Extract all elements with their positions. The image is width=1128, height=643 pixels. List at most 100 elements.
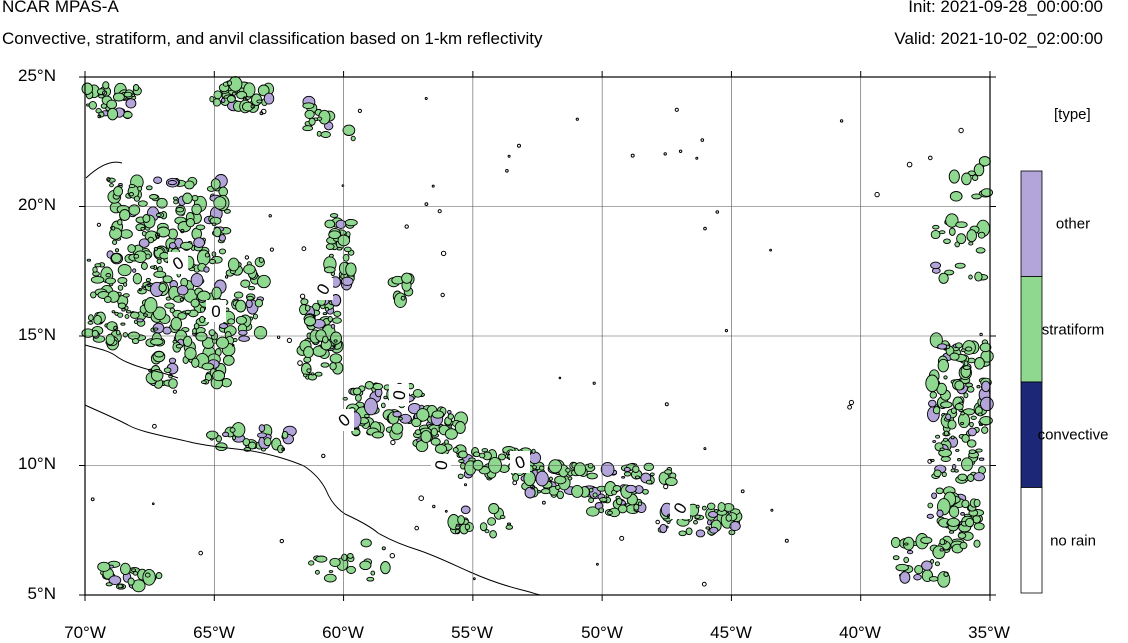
precip-cell xyxy=(233,291,244,299)
precip-cell xyxy=(97,561,111,572)
precip-cell xyxy=(263,437,272,447)
precip-speck xyxy=(575,117,579,121)
precip-cell xyxy=(548,476,553,481)
precip-cell xyxy=(258,257,265,263)
precip-cell xyxy=(159,251,170,260)
precip-cell xyxy=(632,465,640,473)
precip-cell xyxy=(957,532,967,539)
precip-cell xyxy=(150,265,155,269)
precip-cell xyxy=(565,467,571,473)
lat-label-5n: 5°N xyxy=(27,584,56,603)
precip-cell xyxy=(974,271,983,282)
precip-cell xyxy=(106,99,118,110)
precip-cell xyxy=(479,452,486,459)
precip-cell xyxy=(960,421,965,425)
precip-cell xyxy=(170,316,183,331)
precip-cell xyxy=(211,286,222,300)
precip-cell xyxy=(959,541,968,550)
precip-speck xyxy=(630,153,635,158)
precip-cell xyxy=(895,563,909,572)
legend-label-other: other xyxy=(1055,215,1091,233)
precip-cell xyxy=(926,513,934,519)
precip-cell xyxy=(571,484,584,498)
precip-cell xyxy=(372,382,384,391)
precip-cell xyxy=(248,441,257,450)
plot-title: NCAR MPAS-A xyxy=(2,0,119,16)
precip-speck xyxy=(424,202,429,207)
precip-cell xyxy=(108,575,122,586)
precip-speck xyxy=(701,581,707,587)
precip-cell xyxy=(330,294,342,307)
precip-cell xyxy=(588,487,594,493)
precip-cell xyxy=(196,249,211,266)
precip-cell xyxy=(586,472,598,480)
precip-cell xyxy=(920,536,933,544)
precip-cell xyxy=(980,396,994,412)
precip-speck xyxy=(357,108,362,114)
precip-cell xyxy=(948,505,960,518)
precip-cell xyxy=(156,226,171,238)
precip-cell xyxy=(531,448,536,454)
precip-cell xyxy=(957,458,962,462)
precip-cell xyxy=(314,569,320,575)
precip-speck xyxy=(464,483,467,487)
precip-cell xyxy=(928,576,939,582)
precip-cell xyxy=(968,449,977,455)
precip-cell xyxy=(150,338,164,346)
precip-cell xyxy=(707,519,712,526)
precip-cell xyxy=(223,208,231,214)
lon-label-60w: 60°W xyxy=(322,623,364,642)
lat-label-10n: 10°N xyxy=(18,454,56,473)
precip-cell xyxy=(155,213,162,217)
precip-cell xyxy=(937,358,949,373)
precip-cell xyxy=(315,555,328,563)
precip-cell xyxy=(588,497,595,503)
precip-cell xyxy=(342,253,350,262)
precip-cell xyxy=(460,505,471,515)
precip-cell xyxy=(191,194,199,202)
precip-cell xyxy=(930,261,942,270)
precip-cell xyxy=(127,577,135,586)
precip-cell xyxy=(245,299,253,309)
precip-cell xyxy=(961,457,974,472)
legend-swatch-no-rain xyxy=(1020,487,1043,594)
precip-cell xyxy=(182,335,193,347)
precip-cell xyxy=(220,97,226,103)
precip-cell xyxy=(961,499,970,509)
precip-speck xyxy=(674,107,679,112)
precip-cell xyxy=(537,490,541,494)
lon-label-50w: 50°W xyxy=(581,623,623,642)
lat-label-20n: 20°N xyxy=(18,195,56,214)
precip-speck xyxy=(558,376,562,380)
precip-cell xyxy=(212,370,226,382)
precip-speck xyxy=(770,508,774,512)
precip-cell xyxy=(350,135,356,142)
precip-cell xyxy=(252,313,258,320)
precip-cell xyxy=(434,444,448,454)
precip-cell xyxy=(693,520,698,525)
precip-cell xyxy=(971,174,979,181)
precip-speck xyxy=(400,295,406,301)
precip-cell xyxy=(623,471,632,477)
precip-cell xyxy=(600,461,615,477)
precip-cell xyxy=(902,536,915,551)
precip-cell xyxy=(943,430,949,436)
precip-cell xyxy=(132,273,143,285)
precip-cell xyxy=(154,351,165,358)
precip-cell xyxy=(258,424,266,433)
precip-cell xyxy=(300,298,309,306)
precip-cell xyxy=(607,510,613,515)
precip-speck xyxy=(512,480,518,486)
precip-cell xyxy=(137,288,147,295)
precip-cell xyxy=(226,95,236,103)
precip-cell xyxy=(904,542,909,546)
precip-speck xyxy=(517,143,521,148)
precip-cell xyxy=(979,342,992,353)
precip-cell xyxy=(971,193,982,200)
precip-cell xyxy=(621,475,626,479)
precip-cell xyxy=(323,266,336,274)
precip-cell xyxy=(128,183,136,189)
precip-cell xyxy=(969,421,974,428)
legend-colorbar xyxy=(1020,170,1043,594)
precip-cell xyxy=(937,343,948,350)
